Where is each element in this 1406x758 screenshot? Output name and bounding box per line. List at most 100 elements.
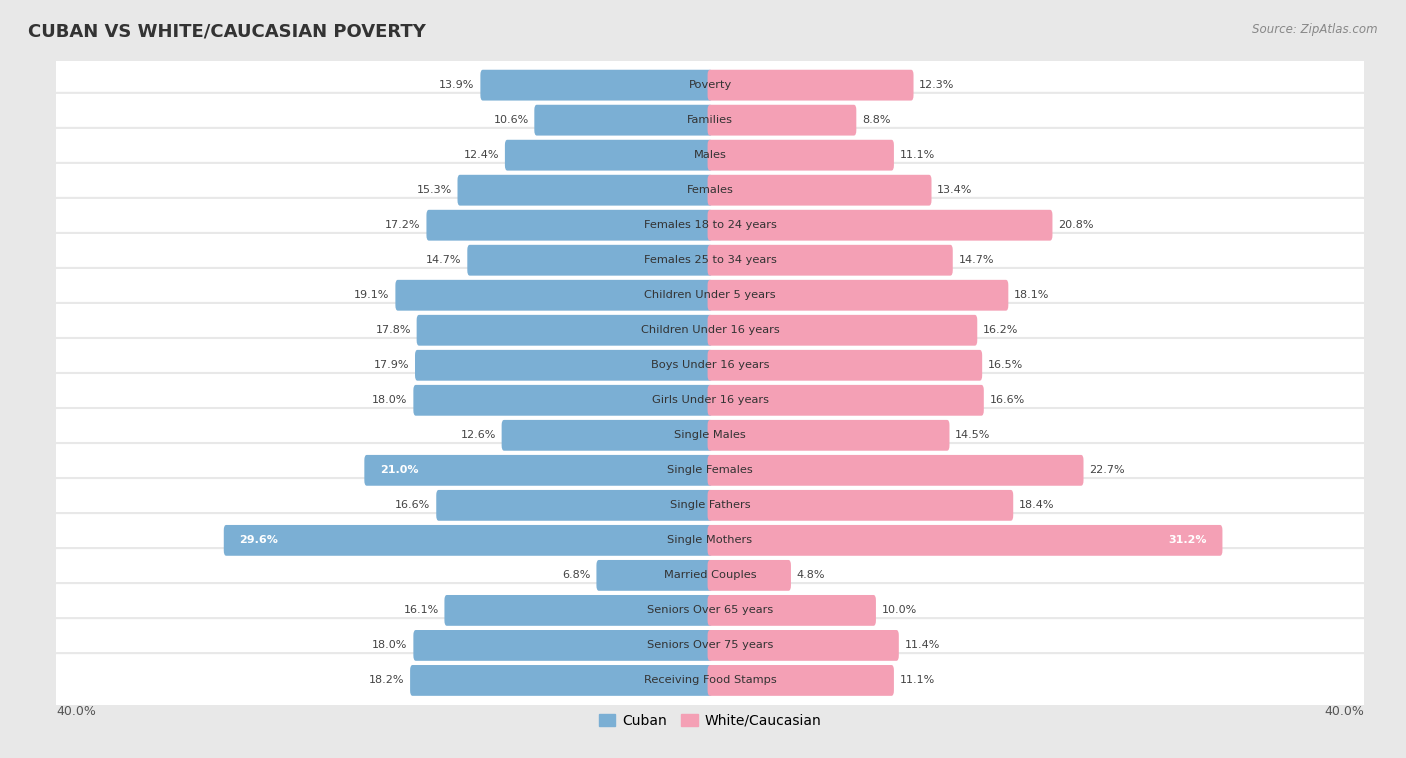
Text: 15.3%: 15.3% bbox=[416, 185, 451, 196]
FancyBboxPatch shape bbox=[457, 175, 713, 205]
FancyBboxPatch shape bbox=[707, 595, 876, 626]
Text: 11.1%: 11.1% bbox=[900, 150, 935, 160]
FancyBboxPatch shape bbox=[707, 315, 977, 346]
Text: 11.4%: 11.4% bbox=[904, 641, 939, 650]
Text: Children Under 16 years: Children Under 16 years bbox=[641, 325, 779, 335]
Text: Males: Males bbox=[693, 150, 727, 160]
Text: 18.0%: 18.0% bbox=[373, 396, 408, 406]
FancyBboxPatch shape bbox=[534, 105, 713, 136]
Text: Boys Under 16 years: Boys Under 16 years bbox=[651, 360, 769, 370]
Text: 18.2%: 18.2% bbox=[368, 675, 405, 685]
FancyBboxPatch shape bbox=[52, 513, 1368, 568]
FancyBboxPatch shape bbox=[436, 490, 713, 521]
Text: 14.5%: 14.5% bbox=[955, 431, 991, 440]
Text: 16.6%: 16.6% bbox=[395, 500, 430, 510]
FancyBboxPatch shape bbox=[415, 350, 713, 381]
Text: 4.8%: 4.8% bbox=[797, 570, 825, 581]
FancyBboxPatch shape bbox=[52, 653, 1368, 708]
FancyBboxPatch shape bbox=[707, 210, 1053, 240]
Text: Girls Under 16 years: Girls Under 16 years bbox=[651, 396, 769, 406]
FancyBboxPatch shape bbox=[52, 58, 1368, 112]
FancyBboxPatch shape bbox=[502, 420, 713, 451]
FancyBboxPatch shape bbox=[707, 139, 894, 171]
Text: 31.2%: 31.2% bbox=[1168, 535, 1206, 545]
FancyBboxPatch shape bbox=[707, 350, 983, 381]
FancyBboxPatch shape bbox=[505, 139, 713, 171]
Text: Children Under 5 years: Children Under 5 years bbox=[644, 290, 776, 300]
FancyBboxPatch shape bbox=[426, 210, 713, 240]
FancyBboxPatch shape bbox=[707, 175, 932, 205]
FancyBboxPatch shape bbox=[52, 618, 1368, 673]
FancyBboxPatch shape bbox=[707, 385, 984, 415]
Text: 20.8%: 20.8% bbox=[1059, 221, 1094, 230]
Text: 13.9%: 13.9% bbox=[439, 80, 475, 90]
FancyBboxPatch shape bbox=[707, 630, 898, 661]
Text: 40.0%: 40.0% bbox=[1324, 705, 1364, 718]
FancyBboxPatch shape bbox=[52, 583, 1368, 637]
Text: 13.4%: 13.4% bbox=[938, 185, 973, 196]
FancyBboxPatch shape bbox=[707, 70, 914, 101]
Legend: Cuban, White/Caucasian: Cuban, White/Caucasian bbox=[593, 708, 827, 734]
FancyBboxPatch shape bbox=[481, 70, 713, 101]
FancyBboxPatch shape bbox=[707, 560, 792, 590]
FancyBboxPatch shape bbox=[467, 245, 713, 276]
FancyBboxPatch shape bbox=[52, 548, 1368, 603]
Text: 29.6%: 29.6% bbox=[239, 535, 278, 545]
FancyBboxPatch shape bbox=[707, 455, 1084, 486]
FancyBboxPatch shape bbox=[707, 105, 856, 136]
FancyBboxPatch shape bbox=[707, 525, 1222, 556]
Text: 17.2%: 17.2% bbox=[385, 221, 420, 230]
FancyBboxPatch shape bbox=[52, 163, 1368, 218]
Text: 17.8%: 17.8% bbox=[375, 325, 411, 335]
Text: 6.8%: 6.8% bbox=[562, 570, 591, 581]
Text: Seniors Over 65 years: Seniors Over 65 years bbox=[647, 606, 773, 615]
Text: 11.1%: 11.1% bbox=[900, 675, 935, 685]
Text: 16.2%: 16.2% bbox=[983, 325, 1018, 335]
Text: 18.4%: 18.4% bbox=[1019, 500, 1054, 510]
Text: 16.5%: 16.5% bbox=[988, 360, 1024, 370]
FancyBboxPatch shape bbox=[707, 280, 1008, 311]
Text: 8.8%: 8.8% bbox=[862, 115, 890, 125]
FancyBboxPatch shape bbox=[52, 128, 1368, 183]
Text: Single Fathers: Single Fathers bbox=[669, 500, 751, 510]
Text: 14.7%: 14.7% bbox=[426, 255, 461, 265]
Text: 21.0%: 21.0% bbox=[380, 465, 419, 475]
Text: Single Mothers: Single Mothers bbox=[668, 535, 752, 545]
FancyBboxPatch shape bbox=[416, 315, 713, 346]
FancyBboxPatch shape bbox=[444, 595, 713, 626]
Text: Females: Females bbox=[686, 185, 734, 196]
FancyBboxPatch shape bbox=[596, 560, 713, 590]
FancyBboxPatch shape bbox=[411, 665, 713, 696]
Text: Females 25 to 34 years: Females 25 to 34 years bbox=[644, 255, 776, 265]
FancyBboxPatch shape bbox=[707, 420, 949, 451]
FancyBboxPatch shape bbox=[52, 373, 1368, 428]
FancyBboxPatch shape bbox=[707, 245, 953, 276]
Text: 16.1%: 16.1% bbox=[404, 606, 439, 615]
Text: 18.0%: 18.0% bbox=[373, 641, 408, 650]
FancyBboxPatch shape bbox=[52, 338, 1368, 393]
FancyBboxPatch shape bbox=[707, 490, 1014, 521]
Text: 14.7%: 14.7% bbox=[959, 255, 994, 265]
Text: Seniors Over 75 years: Seniors Over 75 years bbox=[647, 641, 773, 650]
Text: Families: Families bbox=[688, 115, 733, 125]
FancyBboxPatch shape bbox=[413, 385, 713, 415]
FancyBboxPatch shape bbox=[52, 443, 1368, 498]
FancyBboxPatch shape bbox=[395, 280, 713, 311]
FancyBboxPatch shape bbox=[52, 478, 1368, 533]
Text: 17.9%: 17.9% bbox=[374, 360, 409, 370]
Text: 18.1%: 18.1% bbox=[1014, 290, 1049, 300]
Text: 12.3%: 12.3% bbox=[920, 80, 955, 90]
FancyBboxPatch shape bbox=[52, 408, 1368, 462]
Text: 40.0%: 40.0% bbox=[56, 705, 96, 718]
FancyBboxPatch shape bbox=[52, 233, 1368, 287]
Text: 12.4%: 12.4% bbox=[464, 150, 499, 160]
Text: CUBAN VS WHITE/CAUCASIAN POVERTY: CUBAN VS WHITE/CAUCASIAN POVERTY bbox=[28, 23, 426, 41]
Text: Receiving Food Stamps: Receiving Food Stamps bbox=[644, 675, 776, 685]
Text: 10.0%: 10.0% bbox=[882, 606, 917, 615]
Text: Females 18 to 24 years: Females 18 to 24 years bbox=[644, 221, 776, 230]
Text: Source: ZipAtlas.com: Source: ZipAtlas.com bbox=[1253, 23, 1378, 36]
Text: Single Males: Single Males bbox=[673, 431, 747, 440]
Text: Single Females: Single Females bbox=[668, 465, 752, 475]
FancyBboxPatch shape bbox=[413, 630, 713, 661]
Text: Married Couples: Married Couples bbox=[664, 570, 756, 581]
